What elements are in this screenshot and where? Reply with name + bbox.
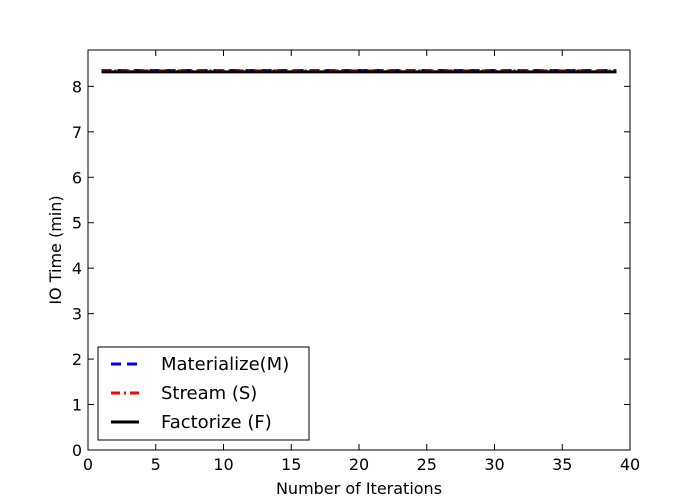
legend-label-0: Materialize(M) — [161, 354, 289, 375]
x-tick-label: 10 — [213, 455, 233, 474]
legend-label-1: Stream (S) — [161, 383, 257, 404]
x-tick-label: 0 — [83, 455, 93, 474]
y-tick-label: 0 — [72, 441, 82, 460]
x-axis-label: Number of Iterations — [276, 479, 442, 498]
x-tick-label: 15 — [281, 455, 301, 474]
y-tick-label: 2 — [72, 350, 82, 369]
x-tick-label: 25 — [417, 455, 437, 474]
legend: Materialize(M) Stream (S) Factorize (F) — [97, 346, 310, 441]
y-tick-label: 6 — [72, 168, 82, 187]
y-tick-label: 8 — [72, 77, 82, 96]
y-axis-label: IO Time (min) — [46, 195, 65, 304]
y-tick-label: 7 — [72, 123, 82, 142]
x-tick-label: 40 — [620, 455, 640, 474]
y-tick-label: 5 — [72, 214, 82, 233]
y-tick-label: 3 — [72, 305, 82, 324]
x-tick-label: 30 — [484, 455, 504, 474]
series-layer — [101, 68, 617, 74]
ticks-layer: 0 5 10 15 20 25 30 35 40 0 1 2 3 4 5 6 7 8 — [72, 50, 640, 474]
y-tick-label: 4 — [72, 259, 82, 278]
x-tick-label: 20 — [349, 455, 369, 474]
legend-label-2: Factorize (F) — [161, 412, 272, 433]
y-tick-label: 1 — [72, 396, 82, 415]
x-tick-label: 35 — [552, 455, 572, 474]
x-tick-label: 5 — [151, 455, 161, 474]
